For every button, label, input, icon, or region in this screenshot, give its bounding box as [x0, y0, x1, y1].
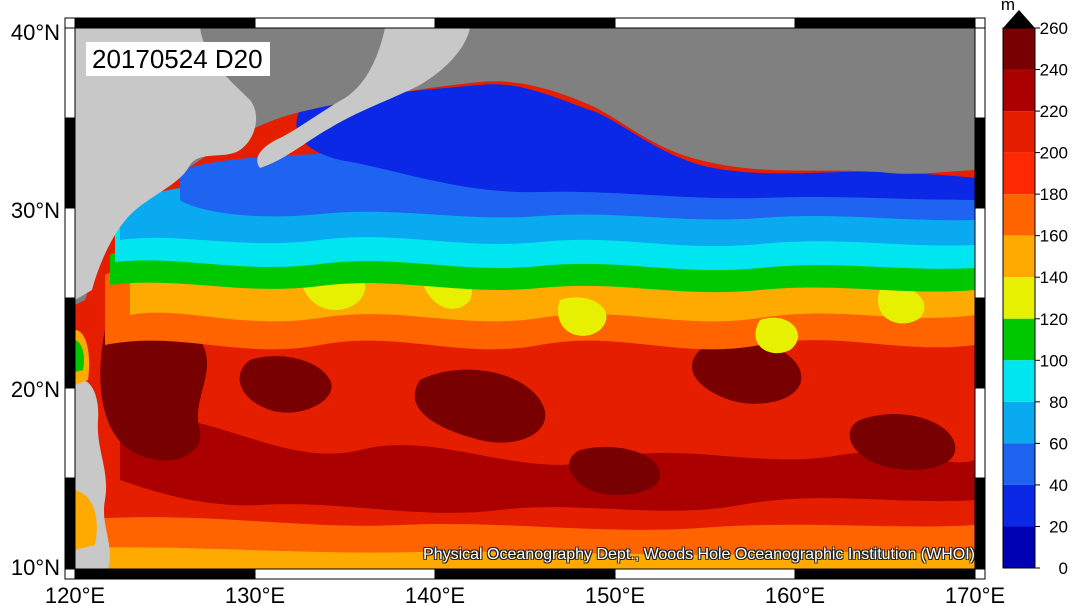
deep-band-south — [120, 416, 975, 513]
frame-segment-right — [974, 207, 986, 299]
frame-segment-right — [974, 117, 986, 209]
coast-japan — [257, 28, 470, 168]
colorbar-tick-label: 40 — [1049, 476, 1068, 495]
frame-segment-top — [614, 17, 796, 29]
frame-segment-left — [64, 207, 76, 299]
frame-segment-left — [64, 387, 76, 479]
colorbar-border — [1002, 27, 1036, 569]
colorbar-unit: m — [1001, 0, 1015, 14]
lon-label: 170°E — [945, 583, 1005, 606]
warm-pool-center — [239, 356, 332, 413]
lon-label: 120°E — [45, 583, 105, 606]
colorbar-tick-label: 0 — [1059, 559, 1068, 578]
colorbar-swatch — [1003, 401, 1035, 444]
warm-pool-far-east — [691, 340, 802, 404]
edge-band-south — [75, 547, 975, 569]
frame-segment-top — [794, 17, 976, 29]
latitude-labels: 40°N 30°N 20°N 10°N — [11, 20, 60, 580]
frame-segment-bottom — [614, 568, 796, 580]
frame-segment-top — [74, 17, 256, 29]
warm-pool-se — [849, 414, 956, 470]
colorbar-swatch — [1003, 443, 1035, 485]
credit-line: Physical Oceanography Dept., Woods Hole … — [423, 546, 975, 563]
land-mask-north — [75, 28, 975, 305]
frame-segment-left — [64, 297, 76, 389]
frame-segment-left — [64, 117, 76, 209]
colorbar-swatch — [1003, 28, 1035, 70]
coastal-strip-green — [75, 340, 85, 372]
lat-label: 10°N — [11, 555, 60, 580]
warm-pool-south — [569, 446, 660, 495]
lon-label: 150°E — [585, 583, 645, 606]
colorbar-top-arrow — [1003, 10, 1035, 28]
lat-label: 30°N — [11, 198, 60, 223]
colorbar-swatch — [1003, 69, 1035, 112]
frame-segment-right — [974, 477, 986, 570]
warm-pool-east — [414, 369, 546, 443]
colorbar-swatch — [1003, 484, 1035, 527]
frame-segment-right — [974, 27, 986, 119]
colorbar-tick-label: 60 — [1049, 434, 1068, 453]
frame-segment-bottom — [74, 568, 256, 580]
frame-corner — [64, 568, 76, 580]
colorbar-tick-label: 160 — [1040, 227, 1068, 246]
date-stamp: 20170524 D20 — [86, 42, 270, 76]
frame-segment-bottom — [794, 568, 976, 580]
frame-segment-top — [434, 17, 616, 29]
colorbar-tick-label: 140 — [1040, 268, 1068, 287]
map-panel — [74, 27, 976, 570]
colorbar-swatch — [1003, 194, 1035, 236]
colorbar-tick-label: 100 — [1040, 351, 1068, 370]
colorbar-swatch — [1003, 152, 1035, 195]
lon-label: 130°E — [225, 583, 285, 606]
colorbar-tick-label: 80 — [1049, 393, 1068, 412]
lon-label: 140°E — [405, 583, 465, 606]
frame-segment-top — [254, 17, 436, 29]
colorbar-tick-label: 20 — [1049, 517, 1068, 536]
frame-corner — [974, 568, 986, 580]
lat-label: 20°N — [11, 377, 60, 402]
colorbar-swatch — [1003, 318, 1035, 361]
colorbar: m 0 20 40 60 80 100 120 140 160 180 200 220 240 260 — [1001, 0, 1068, 578]
colorbar-tick-label: 180 — [1040, 185, 1068, 204]
lat-label: 40°N — [11, 20, 60, 45]
colorbar-swatch — [1003, 526, 1035, 568]
colorbar-swatch — [1003, 235, 1035, 278]
frame-segment-left — [64, 477, 76, 570]
frame-segment-right — [974, 387, 986, 479]
warm-pool-west — [100, 311, 208, 461]
frame-segment-right — [974, 297, 986, 389]
colorbar-tick-label: 220 — [1040, 102, 1068, 121]
frame-segment-left — [64, 27, 76, 119]
colorbar-swatch — [1003, 277, 1035, 319]
colorbar-swatch — [1003, 111, 1035, 153]
coastal-strip — [75, 330, 97, 550]
lon-label: 160°E — [765, 583, 825, 606]
coast-korea — [183, 78, 241, 142]
colorbar-tick-label: 260 — [1040, 19, 1068, 38]
frame-segment-bottom — [254, 568, 436, 580]
map-frame — [64, 17, 986, 580]
colorbar-tick-label: 240 — [1040, 61, 1068, 80]
dark-blue-zone — [296, 84, 975, 200]
frame-corner — [974, 17, 986, 29]
frame-corner — [64, 17, 76, 29]
frame-segment-bottom — [434, 568, 616, 580]
colorbar-tick-label: 120 — [1040, 310, 1068, 329]
longitude-labels: 120°E 130°E 140°E 150°E 160°E 170°E — [45, 583, 1005, 606]
colorbar-tick-label: 200 — [1040, 144, 1068, 163]
colorbar-swatch — [1003, 360, 1035, 402]
